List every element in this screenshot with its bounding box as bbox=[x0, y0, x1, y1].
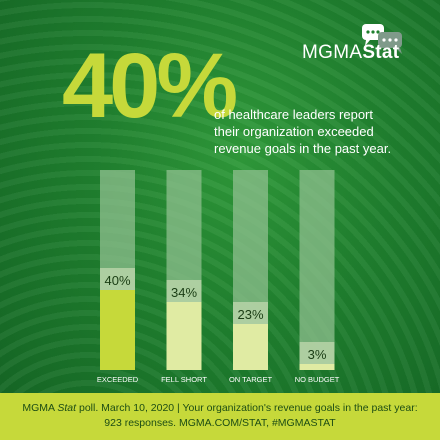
chat-bubbles-icon bbox=[362, 24, 402, 54]
bar-chart: 40% EXCEEDED 34% FELL SHORT 23% ON TARGET 3% NO… bbox=[97, 170, 340, 384]
bar-track bbox=[299, 170, 335, 370]
headline-line-2: their organization exceeded bbox=[214, 124, 374, 139]
footer-line-1: MGMA Stat poll. March 10, 2020 | Your or… bbox=[22, 402, 418, 414]
footer-source: MGMA Stat poll. March 10, 2020 | Your or… bbox=[0, 393, 440, 440]
category-label: ON TARGET bbox=[229, 375, 272, 384]
bar-value-label: 40% bbox=[104, 273, 130, 288]
bar-label-band bbox=[100, 268, 135, 290]
bar-label-band bbox=[233, 302, 268, 324]
headline-text: of healthcare leaders report their organ… bbox=[214, 106, 424, 157]
mgma-stat-logo: MGMAStat bbox=[302, 22, 430, 74]
bar-value-label: 34% bbox=[171, 285, 197, 300]
bar bbox=[166, 302, 202, 370]
bar bbox=[100, 290, 135, 370]
logo-wordmark: MGMAStat bbox=[302, 42, 400, 63]
bar-label-band bbox=[299, 342, 335, 364]
category-label: FELL SHORT bbox=[161, 375, 207, 384]
bar-value-label: 23% bbox=[237, 307, 263, 322]
bar bbox=[233, 324, 268, 370]
bar bbox=[299, 364, 335, 370]
headline-percentage: 40% bbox=[62, 35, 238, 137]
category-label: EXCEEDED bbox=[97, 375, 139, 384]
bar-value-label: 3% bbox=[308, 347, 327, 362]
headline-line-3: revenue goals in the past year. bbox=[214, 141, 392, 156]
footer-line-2: 923 responses. MGMA.COM/STAT, #MGMASTAT bbox=[104, 417, 336, 429]
category-label: NO BUDGET bbox=[295, 375, 340, 384]
headline-line-1: of healthcare leaders report bbox=[214, 107, 373, 122]
bar-label-band bbox=[166, 280, 202, 302]
